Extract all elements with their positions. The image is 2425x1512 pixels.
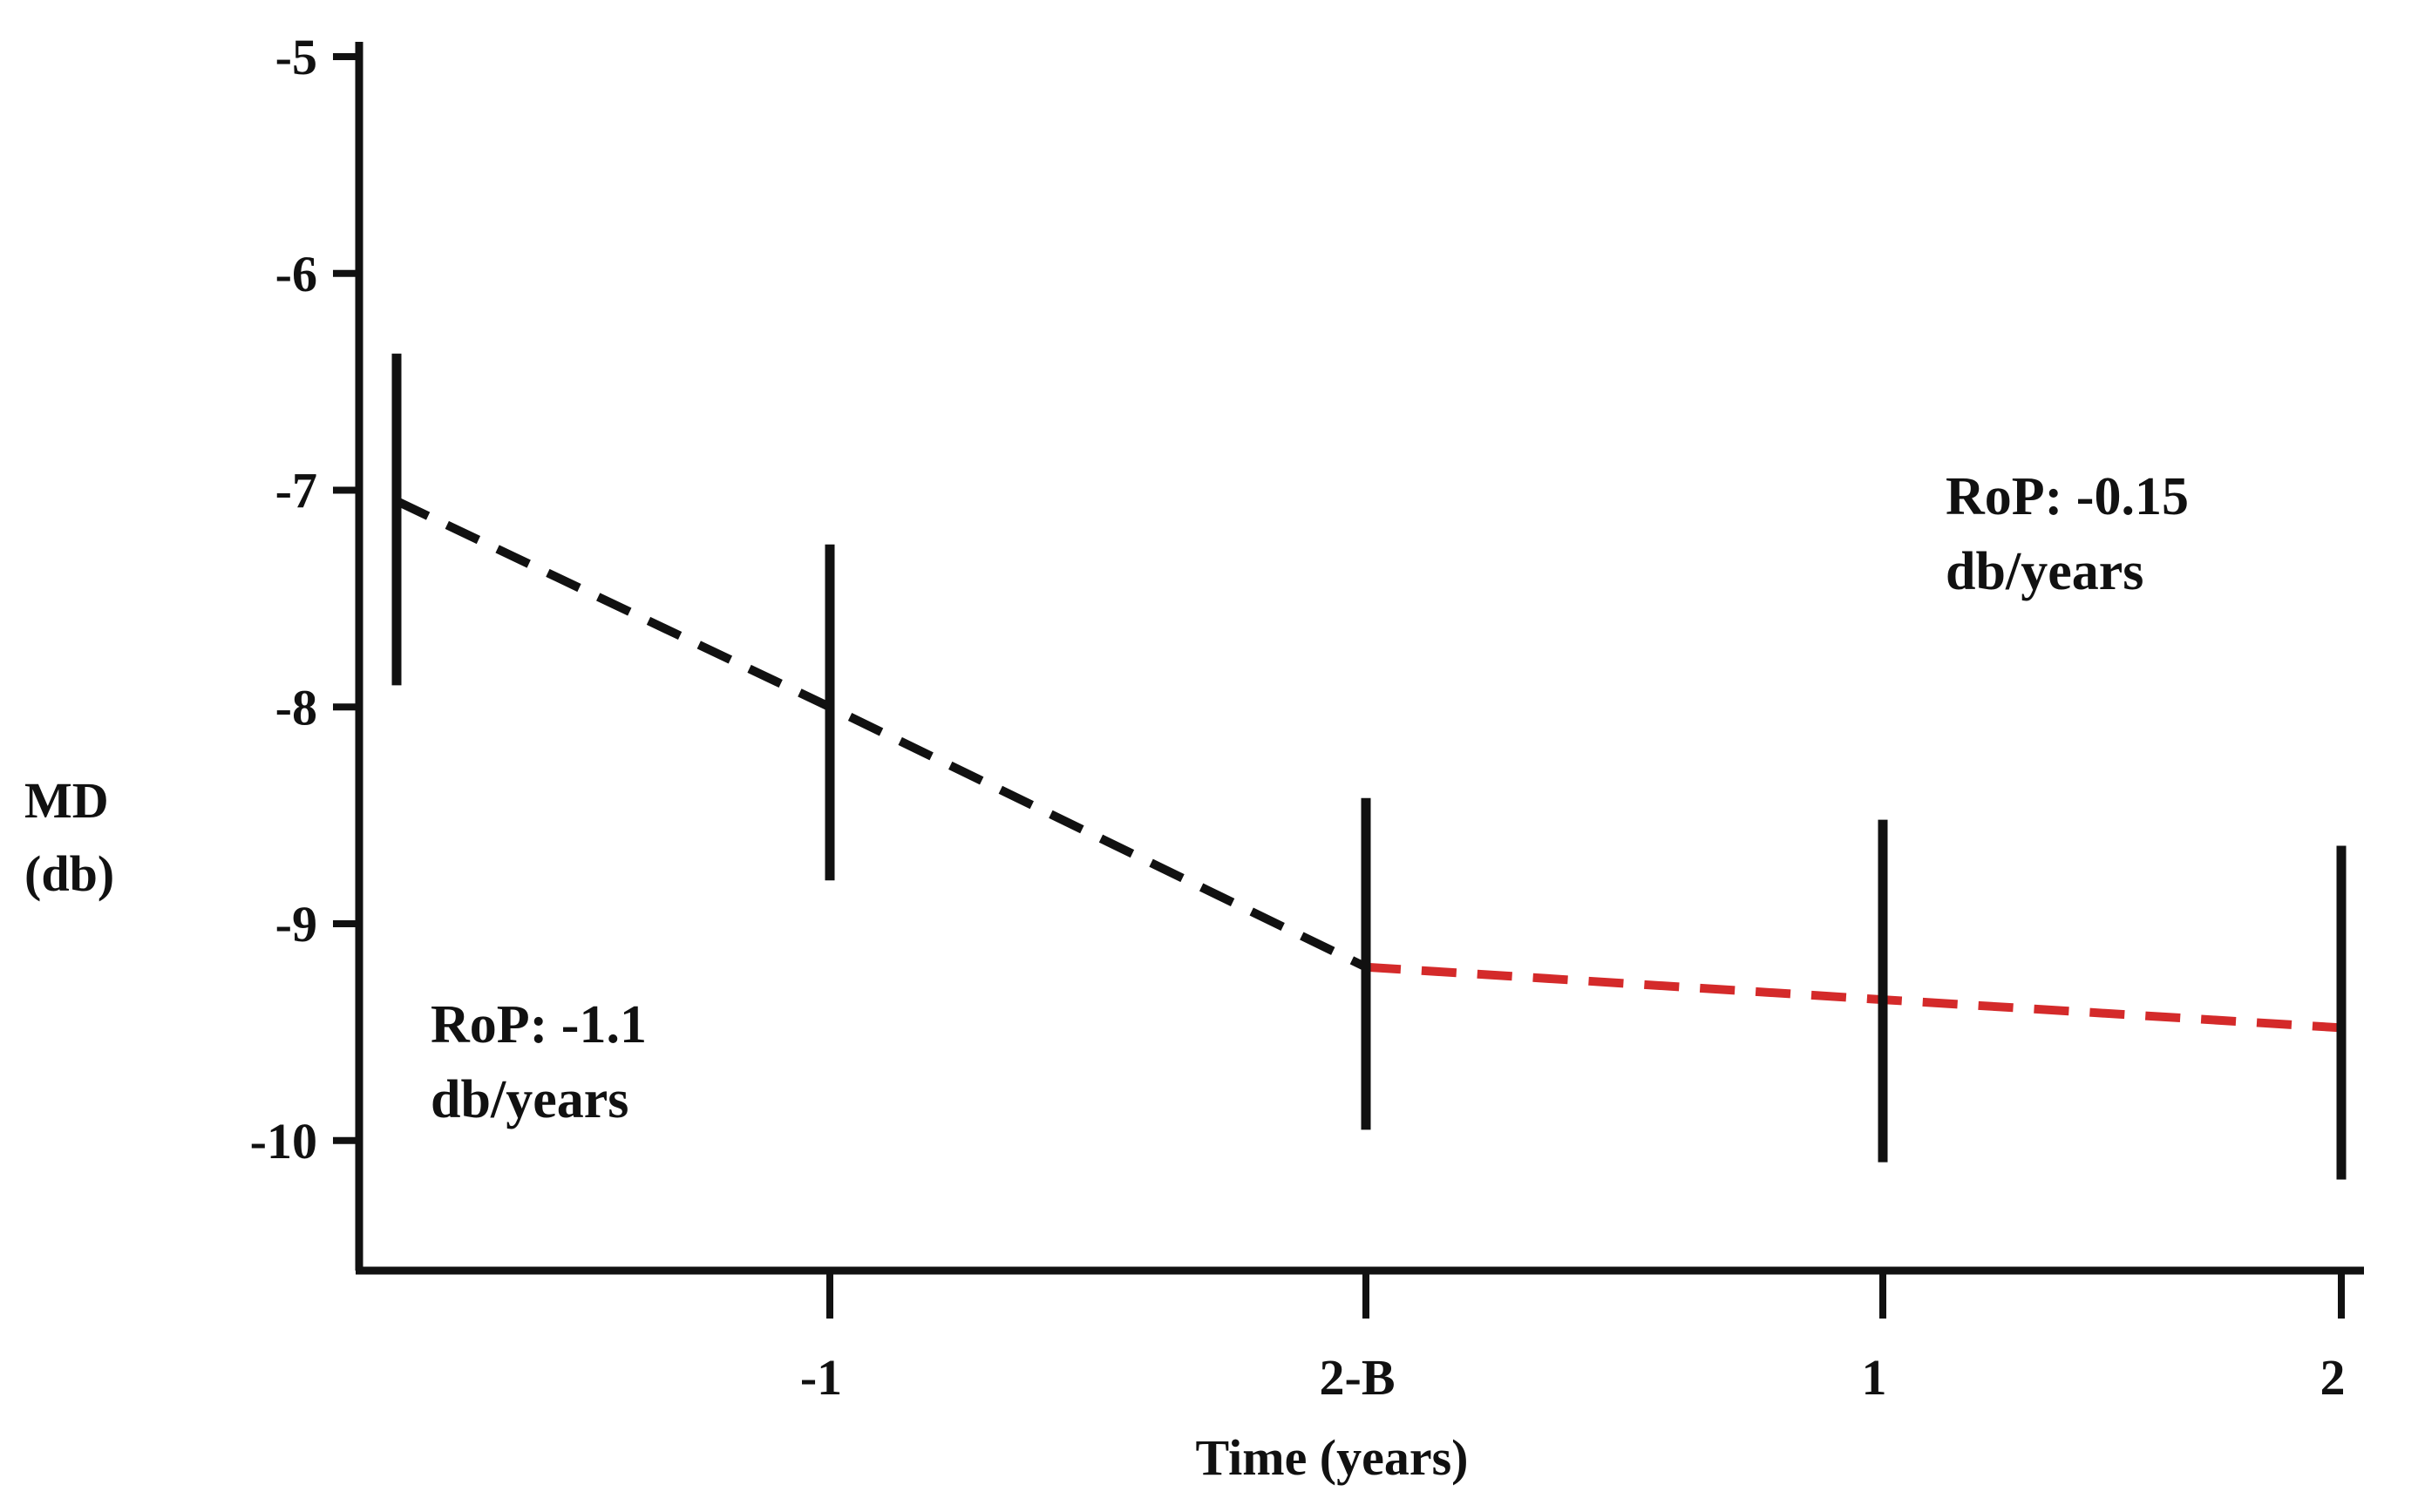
annotation-rop-after-line-2: db/years xyxy=(1946,542,2143,601)
y-tick-label: -5 xyxy=(275,29,317,85)
y-ticks: -5 -6 -7 -8 -9 -10 xyxy=(250,29,359,1170)
series-line-before xyxy=(394,497,1369,972)
y-axis-title-line-2: (db) xyxy=(24,845,114,902)
annotation-rop-after: RoP: -0.15 db/years xyxy=(1946,467,2189,601)
annotation-rop-after-line-1: RoP: -0.15 xyxy=(1946,467,2189,526)
y-tick-label: -6 xyxy=(275,246,317,302)
annotation-rop-before: RoP: -1.1 db/years xyxy=(431,995,647,1129)
y-tick-label: -10 xyxy=(250,1113,317,1170)
annotation-rop-before-line-1: RoP: -1.1 xyxy=(431,995,647,1054)
y-axis-title-line-1: MD xyxy=(24,772,109,829)
y-tick-label: -9 xyxy=(275,896,317,953)
y-tick-label: -8 xyxy=(275,679,317,736)
axes xyxy=(355,42,2364,1275)
y-axis-title: MD (db) xyxy=(24,772,114,902)
x-tick-label: 1 xyxy=(1862,1349,1887,1406)
x-tick-label: 2 xyxy=(2320,1349,2346,1406)
annotation-rop-before-line-2: db/years xyxy=(431,1070,628,1129)
error-bars xyxy=(391,353,2347,1180)
x-ticks: -1 2-B 1 2 xyxy=(800,1271,2346,1406)
y-tick-label: -7 xyxy=(275,463,317,519)
x-tick-label: 2-B xyxy=(1320,1349,1396,1406)
x-tick-label: -1 xyxy=(800,1349,842,1406)
series-line-after xyxy=(1365,962,2342,1033)
x-axis-title: Time (years) xyxy=(1196,1429,1469,1486)
